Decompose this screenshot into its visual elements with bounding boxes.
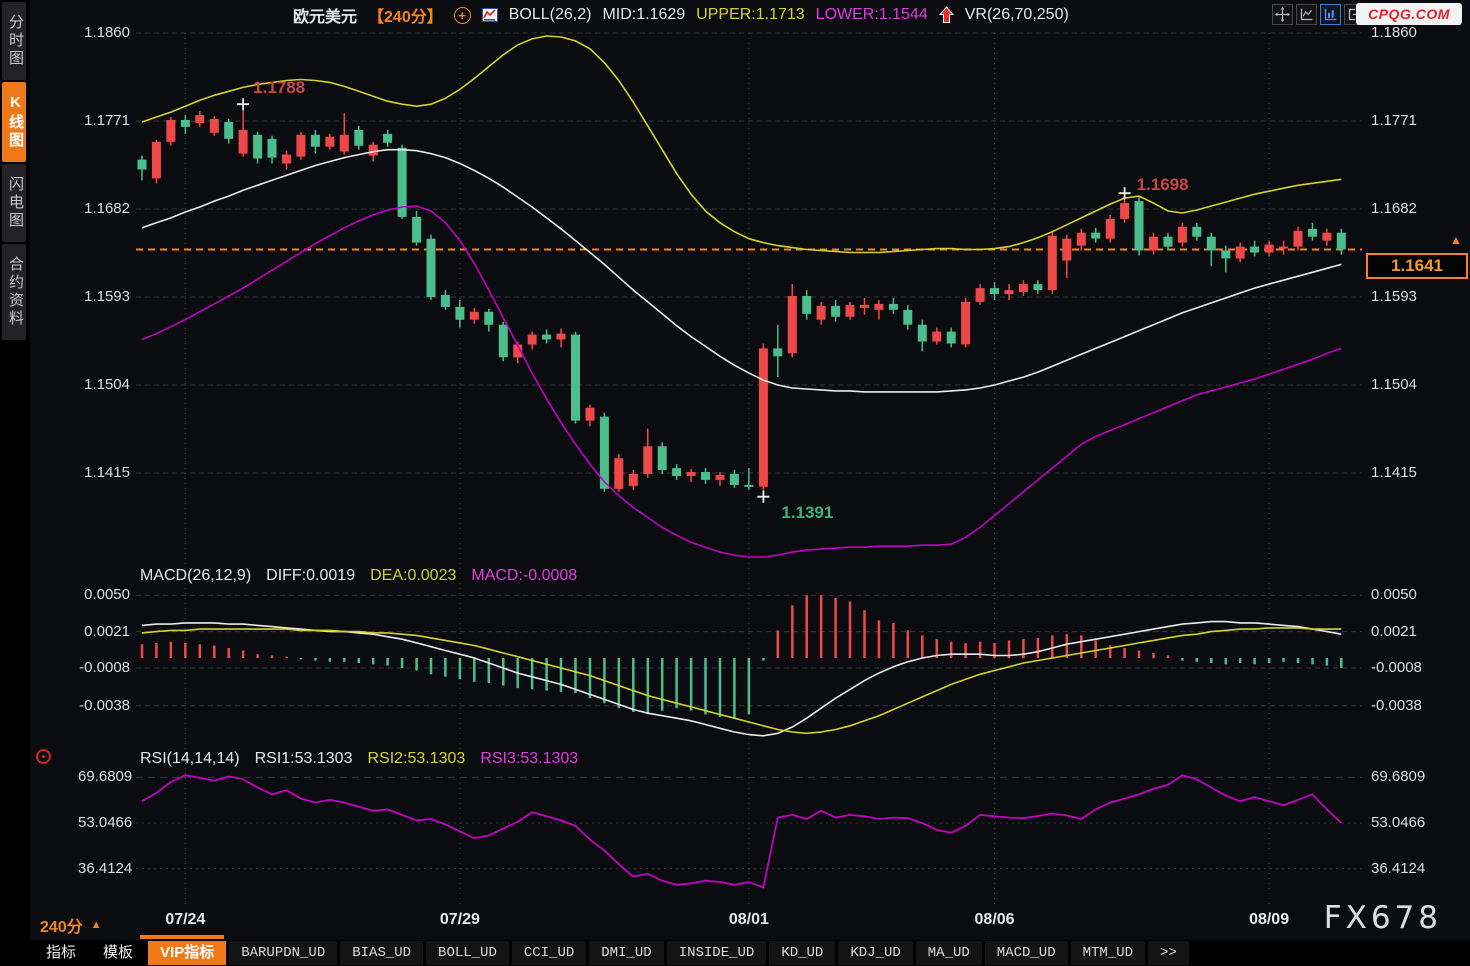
axis-highlight [140, 935, 224, 939]
toolbar-item-kd_ud[interactable]: KD_UD [769, 941, 836, 965]
price-up-arrow-icon [938, 6, 954, 24]
date-tick-label: 08/06 [974, 911, 1015, 928]
rsi1-value: RSI1:53.1303 [254, 750, 353, 767]
brand-logo: CPQG.COM [1356, 3, 1462, 25]
boll-upper-value: UPPER:1.1713 [696, 6, 805, 23]
crosshair-marks-layer [237, 98, 1131, 503]
toolbar-item-boll_ud[interactable]: BOLL_UD [426, 941, 509, 965]
boll-mid-value: MID:1.1629 [602, 6, 686, 23]
candles-layer [137, 104, 1346, 497]
date-tick-label: 07/29 [439, 911, 480, 928]
date-tick-label: 08/01 [728, 911, 769, 928]
sidebar: 分时图 K线图 闪电图 合约资料 [0, 0, 30, 966]
toolbar-item-barupdn_ud[interactable]: BARUPDN_UD [229, 941, 338, 965]
rsi-layer [141, 774, 1342, 889]
pan-crosshair-icon[interactable] [1272, 4, 1293, 25]
sidebar-tab-kline-chart[interactable]: K线图 [2, 82, 26, 162]
toolbar-item-mtm_ud[interactable]: MTM_UD [1070, 941, 1146, 965]
toolbar-item-ma_ud[interactable]: MA_UD [915, 941, 982, 965]
window-controls [1272, 4, 1365, 25]
symbol-title: 欧元美元 [293, 9, 358, 26]
toolbar-item-macd_ud[interactable]: MACD_UD [984, 941, 1068, 965]
toolbar-item-inside_ud[interactable]: INSIDE_UD [666, 941, 767, 965]
toolbar-item-bias_ud[interactable]: BIAS_UD [340, 941, 424, 965]
macd-title: MACD(26,12,9) [140, 567, 252, 584]
period-selector[interactable]: 240分 ▲ [40, 913, 102, 937]
period-label: 【240分】 [368, 9, 443, 26]
macd-pane-header: MACD(26,12,9) DIFF:0.0019 DEA:0.0023 MAC… [140, 567, 577, 585]
toolbar-item-vip-[interactable]: VIP指标 [148, 941, 227, 965]
toolbar-item--[interactable]: 模板 [103, 944, 134, 961]
price-annotation: 1.1788 [253, 78, 306, 98]
macd-diff-value: DIFF:0.0019 [266, 567, 356, 584]
price-annotation: 1.1698 [1136, 175, 1189, 195]
macd-dea-value: DEA:0.0023 [370, 567, 457, 584]
chevron-up-icon: ▲ [90, 919, 102, 931]
rsi2-value: RSI2:53.1303 [367, 750, 466, 767]
rsi-pane-header: RSI(14,14,14) RSI1:53.1303 RSI2:53.1303 … [140, 750, 578, 768]
last-price-tag: 1.1641 [1366, 252, 1468, 279]
axis-chart-icon[interactable] [1296, 4, 1317, 25]
macd-hist-value: MACD:-0.0008 [471, 567, 578, 584]
boll-lower-value: LOWER:1.1544 [815, 6, 928, 23]
vr-label: VR(26,70,250) [964, 6, 1069, 23]
indicator-toolbar: 指标 模板 VIP指标 BARUPDN_UD BIAS_UD BOLL_UD CCI_UD D… [0, 940, 1470, 966]
rsi3-value: RSI3:53.1303 [480, 750, 579, 767]
date-tick-label: 07/24 [165, 911, 206, 928]
sidebar-tab-lightning-chart[interactable]: 闪电图 [2, 164, 26, 242]
toolbar-item-dmi_ud[interactable]: DMI_UD [589, 941, 664, 965]
toolbar-item--[interactable]: >> [1148, 941, 1189, 965]
active-pane-icon[interactable] [1320, 4, 1341, 25]
chart-header: 欧元美元 【240分】 + BOLL(26,2) MID:1.1629 UPPE… [293, 3, 1069, 27]
watermark: FX678 [1323, 900, 1442, 936]
period-selector-label: 240分 [40, 919, 83, 936]
date-tick-label: 08/09 [1249, 911, 1290, 928]
bollinger-bands-layer [141, 35, 1342, 558]
toolbar-item--[interactable]: 指标 [46, 944, 77, 961]
toolbar-item-kdj_ud[interactable]: KDJ_UD [838, 941, 913, 965]
sidebar-tab-contract-info[interactable]: 合约资料 [2, 244, 26, 340]
rsi-title: RSI(14,14,14) [140, 750, 240, 767]
sidebar-tab-timeshare-chart[interactable]: 分时图 [2, 2, 26, 80]
rsi-marker-icon [36, 749, 51, 764]
chart-type-icon [481, 7, 498, 23]
add-indicator-icon[interactable]: + [453, 6, 471, 24]
macd-layer [140, 595, 1343, 737]
price-tag-arrow-icon: ▲ [1450, 233, 1462, 247]
price-annotation: 1.1391 [781, 502, 834, 522]
toolbar-item-cci_ud[interactable]: CCI_UD [511, 941, 587, 965]
boll-label: BOLL(26,2) [508, 6, 592, 23]
